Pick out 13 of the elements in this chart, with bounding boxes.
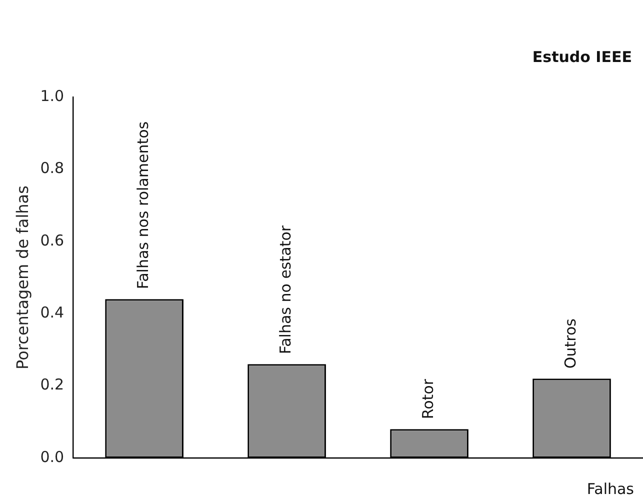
y-tick-label: 0.0 (40, 448, 64, 466)
y-tick-label: 0.6 (40, 231, 64, 250)
y-tick-label: 0.4 (40, 303, 64, 322)
x-tick-label: Rotor (419, 378, 438, 420)
x-axis-title: Falhas (586, 480, 634, 498)
y-tick-label: 0.2 (40, 376, 64, 394)
y-tick-label: 1.0 (40, 86, 64, 105)
chart-title: Estudo IEEE (532, 48, 632, 66)
y-tick-label: 0.8 (40, 159, 64, 178)
y-axis-title: Porcentagem de falhas (12, 186, 32, 370)
x-tick-label: Falhas nos rolamentos (134, 121, 152, 290)
x-tick-label: Falhas no estator (276, 224, 295, 354)
x-tick-label: Outros (562, 318, 580, 369)
